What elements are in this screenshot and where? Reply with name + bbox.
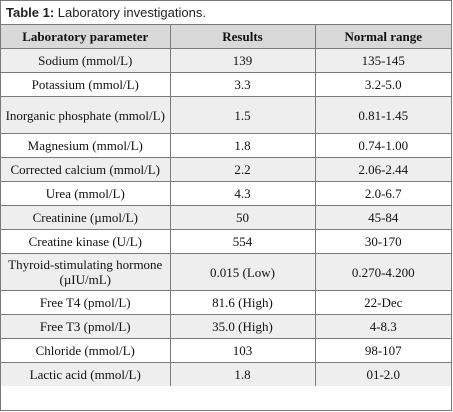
range-cell: 2.06-2.44 [314, 157, 451, 182]
parameter-cell: Chloride (mmol/L) [1, 338, 171, 363]
result-cell: 0.015 (Low) [169, 253, 316, 291]
header-parameter: Laboratory parameter [1, 25, 171, 49]
table-row: Free T4 (pmol/L) 81.6 (High) 22-Dec [1, 290, 451, 315]
result-cell: 1.8 [169, 133, 316, 158]
range-cell: 4-8.3 [314, 314, 451, 339]
parameter-cell: Corrected calcium (mmol/L) [1, 157, 171, 182]
parameter-cell: Lactic acid (mmol/L) [1, 362, 171, 386]
parameter-cell: Sodium (mmol/L) [1, 48, 171, 73]
table-row: Magnesium (mmol/L) 1.8 0.74-1.00 [1, 133, 451, 158]
result-cell: 35.0 (High) [169, 314, 316, 339]
table-row: Urea (mmol/L) 4.3 2.0-6.7 [1, 181, 451, 206]
range-cell: 0.270-4.200 [314, 253, 451, 291]
result-cell: 1.8 [169, 362, 316, 386]
table-row: Creatine kinase (U/L) 554 30-170 [1, 229, 451, 254]
table-row: Free T3 (pmol/L) 35.0 (High) 4-8.3 [1, 314, 451, 339]
result-cell: 81.6 (High) [169, 290, 316, 315]
caption-label: Table 1: [6, 5, 55, 20]
parameter-cell: Potassium (mmol/L) [1, 72, 171, 97]
header-results: Results [169, 25, 316, 49]
result-cell: 554 [169, 229, 316, 254]
range-cell: 45-84 [314, 205, 451, 230]
table-caption: Table 1: Laboratory investigations. [1, 1, 451, 25]
result-cell: 1.5 [169, 96, 316, 134]
result-cell: 139 [169, 48, 316, 73]
caption-text: Laboratory investigations. [54, 5, 206, 20]
range-cell: 3.2-5.0 [314, 72, 451, 97]
parameter-cell: Urea (mmol/L) [1, 181, 171, 206]
parameter-cell: Magnesium (mmol/L) [1, 133, 171, 158]
range-cell: 2.0-6.7 [314, 181, 451, 206]
range-cell: 135-145 [314, 48, 451, 73]
result-cell: 2.2 [169, 157, 316, 182]
table-row: Potassium (mmol/L) 3.3 3.2-5.0 [1, 72, 451, 97]
parameter-cell: Inorganic phosphate (mmol/L) [1, 96, 171, 134]
range-cell: 01-2.0 [314, 362, 451, 386]
lab-table: Laboratory parameter Results Normal rang… [1, 25, 451, 386]
result-cell: 3.3 [169, 72, 316, 97]
table-row: Lactic acid (mmol/L) 1.8 01-2.0 [1, 362, 451, 386]
result-cell: 4.3 [169, 181, 316, 206]
table-row: Sodium (mmol/L) 139 135-145 [1, 48, 451, 73]
table-row: Corrected calcium (mmol/L) 2.2 2.06-2.44 [1, 157, 451, 182]
header-normal-range: Normal range [314, 25, 451, 49]
range-cell: 0.74-1.00 [314, 133, 451, 158]
table-row: Creatinine (µmol/L) 50 45-84 [1, 205, 451, 230]
table-row: Chloride (mmol/L) 103 98-107 [1, 338, 451, 363]
range-cell: 22-Dec [314, 290, 451, 315]
table-row: Thyroid-stimulating hormone (µIU/mL) 0.0… [1, 253, 451, 291]
range-cell: 30-170 [314, 229, 451, 254]
result-cell: 50 [169, 205, 316, 230]
table-row: Inorganic phosphate (mmol/L) 1.5 0.81-1.… [1, 96, 451, 134]
parameter-cell: Creatine kinase (U/L) [1, 229, 171, 254]
result-cell: 103 [169, 338, 316, 363]
parameter-cell: Free T4 (pmol/L) [1, 290, 171, 315]
parameter-cell: Creatinine (µmol/L) [1, 205, 171, 230]
header-row: Laboratory parameter Results Normal rang… [1, 25, 451, 49]
parameter-cell: Free T3 (pmol/L) [1, 314, 171, 339]
range-cell: 0.81-1.45 [314, 96, 451, 134]
range-cell: 98-107 [314, 338, 451, 363]
parameter-cell: Thyroid-stimulating hormone (µIU/mL) [1, 253, 171, 291]
